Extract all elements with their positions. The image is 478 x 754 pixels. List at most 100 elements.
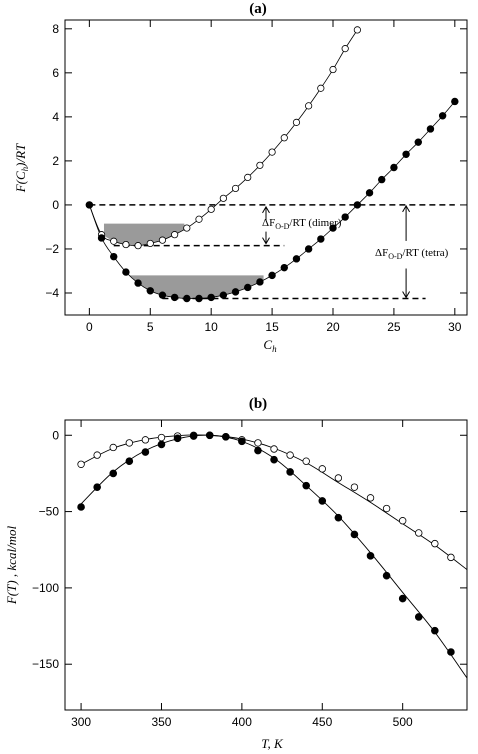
open-circle-point — [431, 539, 439, 548]
filled-circle-point — [402, 150, 410, 158]
open-circle-point — [195, 215, 203, 223]
filled-circle-point — [365, 189, 374, 197]
filled-series-curve — [88, 101, 456, 300]
open-circle-point — [334, 474, 343, 482]
filled-circle-point — [122, 268, 130, 276]
panel-a-y-ticks: −4 −2 0 2 4 6 8 — [45, 22, 467, 300]
filled-circle-point — [378, 175, 386, 184]
panel-b-plot-frame — [64, 419, 468, 711]
filled-circle-point — [318, 497, 327, 505]
open-circle-point — [171, 231, 179, 239]
filled-circle-point — [109, 469, 118, 478]
y-tick-label: 4 — [52, 110, 59, 124]
arrow-head — [262, 205, 270, 214]
filled-circle-point — [231, 288, 240, 296]
filled-circle-point — [207, 293, 215, 302]
filled-circle-point — [390, 163, 398, 172]
open-circle-point — [77, 460, 85, 468]
open-fit-curve — [80, 434, 468, 570]
open-series-curve — [88, 29, 358, 247]
panel-a-shaded-wells — [103, 223, 264, 299]
x-tick-label: 15 — [265, 320, 279, 334]
open-circle-point — [183, 224, 191, 232]
filled-circle-point — [426, 125, 435, 133]
filled-circle-point — [85, 201, 94, 209]
open-circle-point — [244, 173, 252, 182]
y-tick-label: −50 — [39, 505, 60, 519]
filled-circle-point — [157, 440, 166, 449]
panel-b-y-ticks: 0 −50 −100 −150 — [32, 428, 467, 671]
open-circle-point — [219, 194, 227, 202]
panel-a-plot-frame — [64, 19, 468, 316]
filled-circle-point — [317, 235, 325, 243]
open-circle-point — [318, 465, 326, 473]
arrow-head — [402, 291, 411, 299]
x-tick-label: 450 — [312, 715, 332, 729]
panel-a-label: (a) — [249, 1, 267, 17]
filled-circle-point — [97, 234, 106, 242]
filled-circle-point — [125, 457, 134, 466]
x-tick-label: 500 — [393, 715, 413, 729]
filled-circle-point — [438, 112, 447, 120]
open-circle-point — [286, 451, 294, 459]
panel-b-x-ticks: 300 350 400 450 500 — [71, 420, 413, 729]
open-circle-point — [158, 236, 167, 244]
filled-circle-point — [93, 483, 101, 491]
panel-b-label: (b) — [249, 396, 267, 412]
filled-circle-point — [268, 271, 276, 280]
y-tick-label: −2 — [45, 242, 59, 256]
filled-circle-point — [173, 434, 182, 443]
filled-circle-point — [195, 294, 203, 303]
open-circle-point — [256, 161, 264, 169]
arrow-head — [402, 204, 411, 213]
panel-b-fit-curves — [80, 434, 468, 679]
x-tick-label: 350 — [151, 715, 171, 729]
x-tick-label: 20 — [326, 320, 340, 334]
filled-circle-point — [398, 594, 407, 603]
filled-circle-point — [141, 448, 150, 456]
filled-circle-point — [447, 648, 455, 656]
x-tick-label: 300 — [71, 715, 91, 729]
panel-b: (b) 300 350 400 450 500 0 −50 −100 −150 T, K F(… — [4, 396, 468, 751]
open-circle-point — [398, 517, 407, 525]
shaded-well — [125, 275, 264, 299]
open-circle-point — [134, 242, 142, 250]
open-circle-point — [157, 433, 166, 442]
open-circle-point — [292, 118, 301, 126]
filled-circle-point — [350, 530, 359, 539]
open-circle-point — [302, 457, 310, 465]
open-circle-point — [353, 26, 361, 34]
panel-b-x-axis-title: T, K — [261, 736, 284, 751]
filled-circle-point — [302, 481, 311, 490]
filled-circle-point — [382, 571, 391, 580]
filled-circle-point — [189, 432, 198, 440]
x-tick-label: 25 — [387, 320, 401, 334]
filled-circle-point — [183, 294, 191, 303]
filled-circle-point — [431, 626, 439, 635]
open-circle-point — [305, 102, 313, 110]
y-tick-label: 6 — [52, 66, 59, 80]
panel-a: (a) 0 5 10 15 20 25 30 −4 −2 0 2 4 6 8 Ch F(Ch)/RT Δ… — [13, 1, 468, 354]
open-circle-point — [268, 148, 276, 156]
open-circle-point — [110, 237, 118, 245]
filled-circle-point — [110, 252, 118, 261]
open-circle-point — [447, 553, 455, 562]
open-circle-point — [415, 529, 423, 537]
panel-a-reference-lines — [89, 204, 455, 300]
open-circle-point — [122, 240, 130, 249]
open-circle-point — [207, 205, 215, 213]
panel-b-y-axis-title: F(T) , kcal/mol — [4, 525, 19, 605]
filled-circle-point — [254, 446, 262, 455]
filled-circle-point — [334, 513, 343, 522]
open-circle-point — [270, 445, 278, 453]
filled-circle-point — [146, 287, 154, 295]
open-circle-point — [125, 439, 134, 447]
y-tick-label: 2 — [52, 154, 59, 168]
open-circle-point — [93, 451, 101, 459]
filled-circle-point — [205, 431, 214, 440]
open-circle-point — [231, 184, 240, 193]
filled-circle-point — [280, 263, 288, 272]
filled-circle-point — [304, 245, 313, 253]
shaded-well — [103, 223, 185, 246]
panel-a-x-axis-title: Ch — [263, 337, 277, 354]
